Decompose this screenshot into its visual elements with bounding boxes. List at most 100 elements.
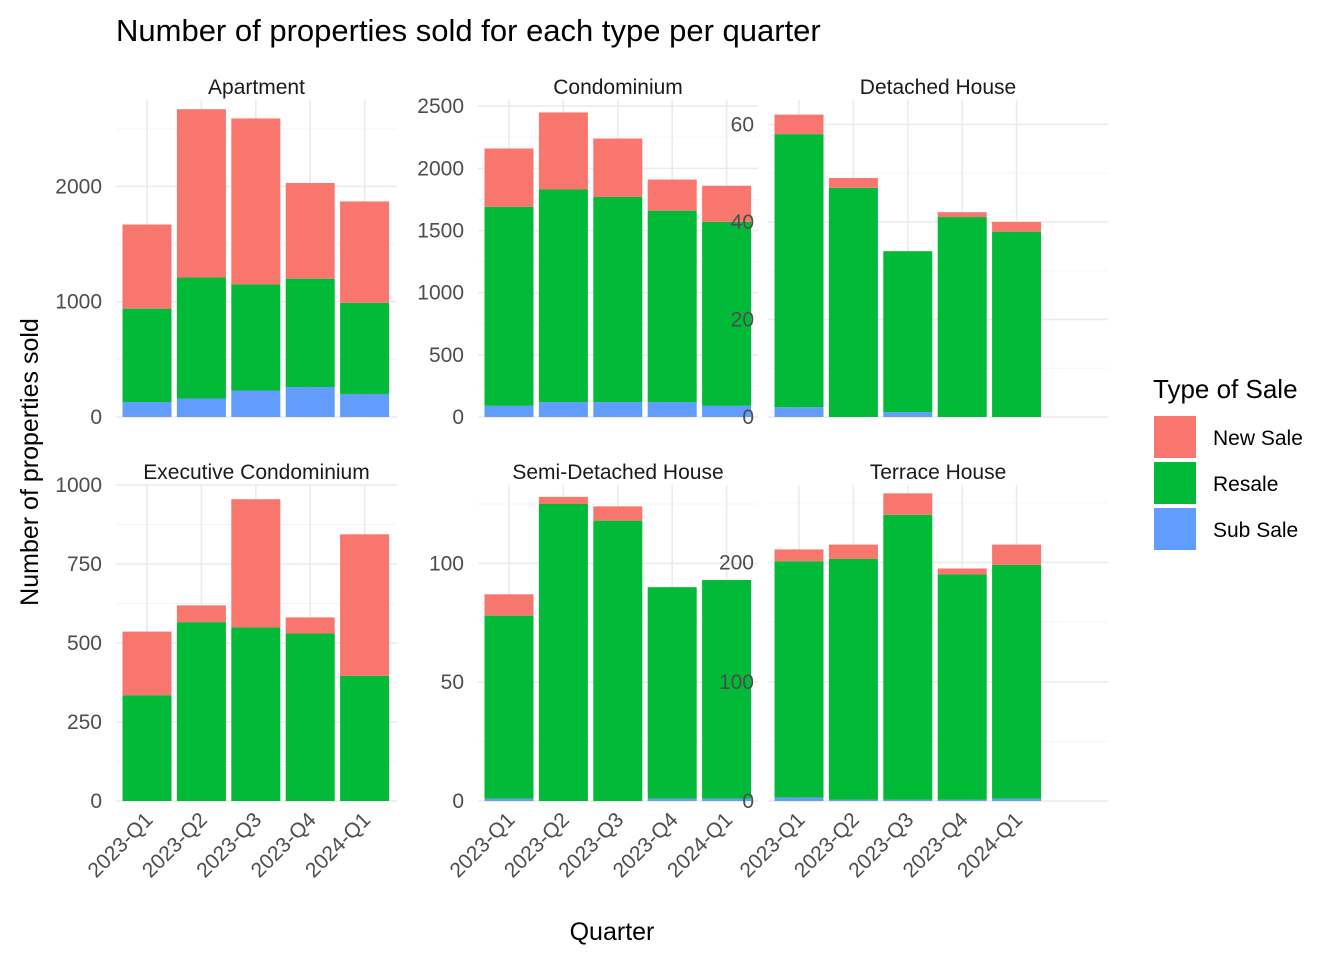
bar-new-sale (231, 118, 281, 285)
y-tick-label: 100 (719, 671, 754, 694)
y-tick-label: 100 (429, 552, 464, 575)
bar-resale (340, 675, 390, 801)
y-tick-label: 200 (719, 552, 754, 575)
bar-resale (484, 206, 534, 406)
panel-executive-condominium: Executive Condominium025050075010002023-… (55, 461, 397, 882)
legend-key-resale (1154, 462, 1196, 504)
y-tick-label: 1500 (417, 220, 464, 243)
y-tick-label: 0 (452, 406, 464, 429)
bar-resale (828, 558, 878, 800)
y-tick-label: 1000 (55, 474, 102, 497)
bar-new-sale (593, 506, 643, 521)
bar-sub-sale (828, 799, 878, 801)
bar-sub-sale (484, 798, 534, 801)
legend-label: Resale (1213, 473, 1278, 496)
bar-new-sale (231, 499, 281, 628)
bar-sub-sale (774, 407, 824, 417)
chart-title: Number of properties sold for each type … (116, 13, 821, 48)
bar-resale (176, 622, 226, 801)
bar-new-sale (538, 112, 588, 190)
bar-resale (828, 187, 878, 417)
bar-new-sale (774, 114, 824, 135)
bar-sub-sale (593, 402, 643, 417)
y-tick-label: 0 (90, 790, 102, 813)
bar-new-sale (702, 185, 752, 222)
bar-resale (883, 514, 933, 800)
bar-sub-sale (285, 387, 335, 417)
bar-new-sale (340, 201, 390, 303)
y-tick-label: 60 (731, 113, 754, 136)
bar-new-sale (828, 544, 878, 559)
bar-new-sale (937, 212, 987, 218)
bar-new-sale (176, 605, 226, 623)
bar-resale (340, 302, 390, 394)
bar-new-sale (176, 109, 226, 278)
bar-sub-sale (538, 402, 588, 417)
legend-title: Type of Sale (1153, 374, 1298, 404)
bar-resale (992, 231, 1042, 417)
bar-resale (774, 134, 824, 408)
panel-title: Detached House (860, 76, 1016, 99)
bar-new-sale (883, 493, 933, 515)
bar-sub-sale (883, 799, 933, 801)
bar-new-sale (538, 496, 588, 505)
bar-new-sale (484, 148, 534, 207)
y-tick-label: 0 (90, 406, 102, 429)
y-axis-title: Number of properties sold (16, 318, 44, 606)
bar-resale (992, 564, 1042, 799)
bar-resale (702, 221, 752, 406)
bar-resale (538, 189, 588, 403)
panel-semi-detached-house: Semi-Detached House0501002023-Q12023-Q22… (429, 461, 758, 882)
legend: Type of Sale New Sale Resale Sub Sale (1153, 374, 1303, 550)
y-tick-label: 50 (441, 671, 464, 694)
y-tick-label: 0 (742, 406, 754, 429)
panel-apartment: Apartment 0 1000 2000 (55, 76, 397, 429)
facet-panels: Apartment010002000Condominium05001000150… (55, 76, 1108, 882)
bar-resale (231, 627, 281, 801)
bar-sub-sale (702, 798, 752, 801)
panel-title: Condominium (553, 76, 683, 99)
y-tick-label: 2500 (417, 95, 464, 118)
bar-new-sale (122, 224, 172, 309)
y-tick-label: 250 (67, 711, 102, 734)
panel-detached-house: Detached House 0 20 40 60 (731, 76, 1108, 429)
bar-sub-sale (122, 402, 172, 417)
bar-resale (774, 561, 824, 798)
panel-title: Apartment (208, 76, 305, 99)
panel-title: Terrace House (870, 461, 1007, 484)
bar-resale (538, 504, 588, 801)
panel-condominium: Condominium 0 500 1000 1500 2000 2500 (417, 76, 758, 429)
bar-new-sale (484, 594, 534, 616)
bar-new-sale (285, 617, 335, 634)
bar-resale (122, 695, 172, 801)
bar-sub-sale (647, 798, 697, 801)
x-axis-title: Quarter (570, 918, 655, 946)
bar-sub-sale (176, 398, 226, 417)
bar-resale (122, 308, 172, 403)
legend-entries: New Sale Resale Sub Sale (1154, 416, 1303, 550)
bar-new-sale (647, 179, 697, 211)
y-tick-label: 500 (429, 344, 464, 367)
bar-resale (285, 633, 335, 801)
bar-sub-sale (231, 390, 281, 417)
panel-title: Executive Condominium (143, 461, 369, 484)
legend-key-new-sale (1154, 416, 1196, 458)
bar-sub-sale (992, 798, 1042, 801)
y-tick-label: 0 (452, 790, 464, 813)
bar-new-sale (593, 138, 643, 197)
bar-resale (593, 520, 643, 801)
bar-resale (647, 587, 697, 799)
bar-resale (231, 284, 281, 391)
bar-new-sale (340, 534, 390, 676)
y-tick-label: 500 (67, 632, 102, 655)
legend-label: New Sale (1213, 427, 1303, 450)
bar-sub-sale (484, 405, 534, 417)
bar-resale (937, 217, 987, 417)
bar-new-sale (285, 182, 335, 279)
bar-new-sale (937, 568, 987, 575)
y-tick-label: 1000 (417, 282, 464, 305)
y-tick-label: 0 (742, 790, 754, 813)
legend-key-sub-sale (1154, 508, 1196, 550)
y-tick-label: 1000 (55, 291, 102, 314)
